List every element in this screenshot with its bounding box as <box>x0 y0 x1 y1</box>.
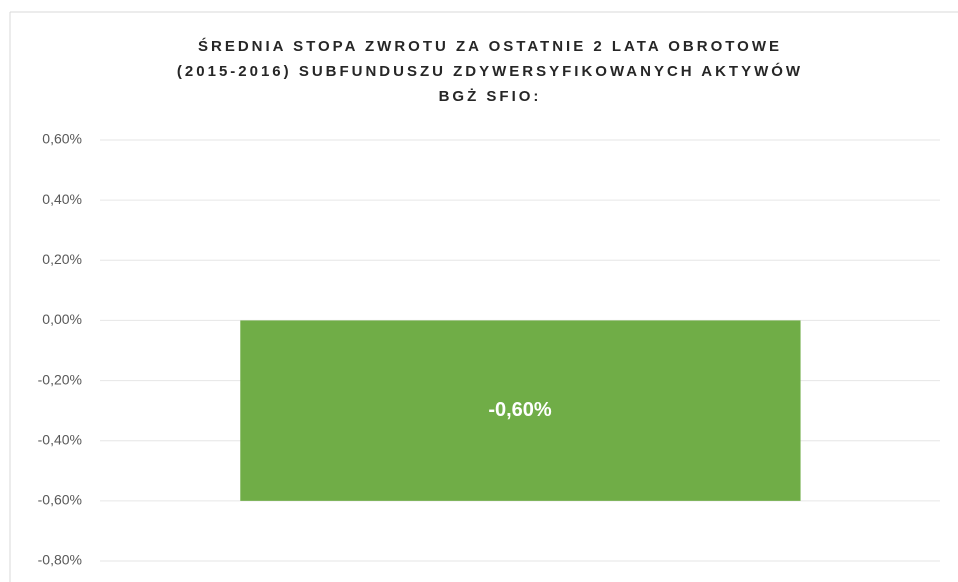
y-tick-label: 0,40% <box>42 191 82 207</box>
y-tick-label: -0,20% <box>38 371 82 387</box>
y-tick-label: 0,20% <box>42 251 82 267</box>
y-tick-label: 0,60% <box>42 131 82 147</box>
title-line: BGŻ SFIO: <box>439 88 542 105</box>
title-line: (2015-2016) SUBFUNDUSZU ZDYWERSYFIKOWANY… <box>177 62 803 80</box>
title-line: ŚREDNIA STOPA ZWROTU ZA OSTATNIE 2 LATA … <box>198 37 782 55</box>
chart-title: ŚREDNIA STOPA ZWROTU ZA OSTATNIE 2 LATA … <box>177 37 803 105</box>
bar <box>240 320 801 501</box>
y-tick-label: -0,80% <box>38 552 82 568</box>
value-label: -0,60% <box>488 399 552 421</box>
y-tick-label: -0,40% <box>38 431 82 447</box>
y-tick-label: 0,00% <box>42 311 82 327</box>
y-tick-label: -0,60% <box>38 492 82 508</box>
